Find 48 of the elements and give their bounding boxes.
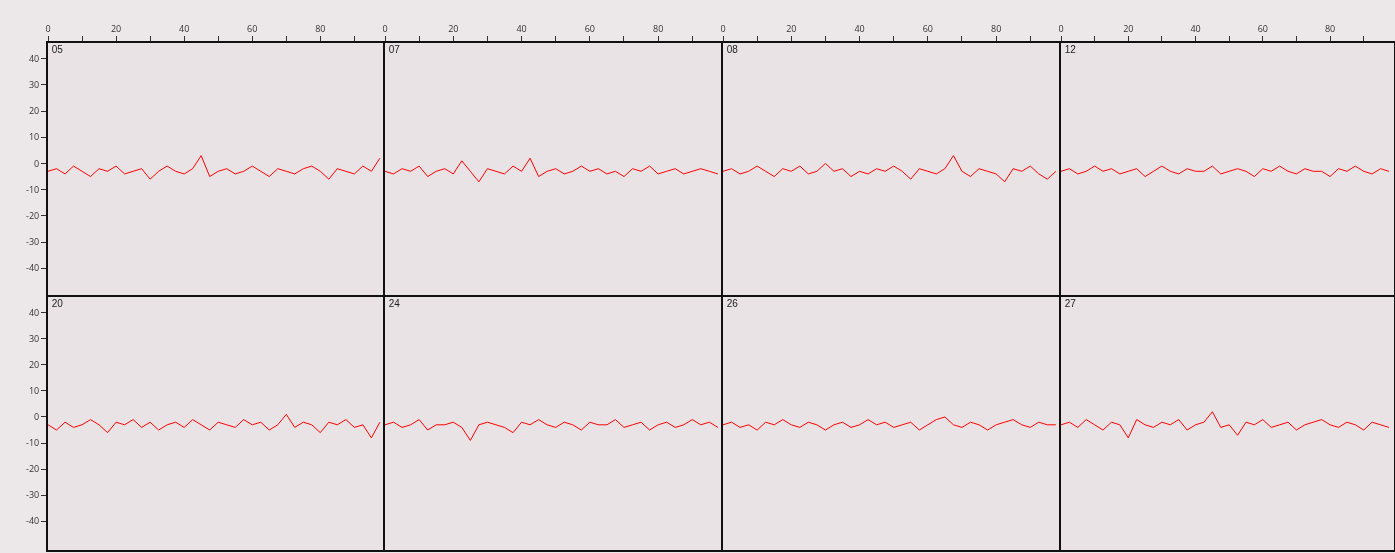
x-tick-label: 40 <box>854 22 865 36</box>
y-tick-label: -20 <box>26 208 40 222</box>
x-tick-label: 40 <box>516 22 527 36</box>
chart-title: 05 <box>51 44 64 56</box>
x-tick-label: 0 <box>720 22 726 36</box>
y-tick-label: -30 <box>26 235 40 249</box>
x-tick-label: 60 <box>1257 22 1268 36</box>
x-tick-label: 40 <box>1190 22 1201 36</box>
y-tick-label: -30 <box>26 488 40 502</box>
chart-title: 07 <box>388 44 401 56</box>
chart-title: 24 <box>388 298 401 310</box>
y-tick-label: 10 <box>28 130 40 144</box>
y-tick-label: 30 <box>28 78 40 92</box>
x-tick-label: 80 <box>652 22 664 36</box>
x-tick-label: 20 <box>786 22 797 36</box>
x-tick-label: 80 <box>990 22 1002 36</box>
y-tick-label: 30 <box>28 331 40 345</box>
x-tick-label: 0 <box>1058 22 1064 36</box>
y-tick-label: -10 <box>26 182 40 196</box>
x-tick-label: 20 <box>1123 22 1134 36</box>
y-tick-label: -10 <box>26 436 40 450</box>
x-tick-label: 60 <box>247 22 258 36</box>
x-tick-label: 40 <box>179 22 190 36</box>
x-tick-label: 20 <box>110 22 122 36</box>
y-tick-label: 40 <box>28 51 40 65</box>
x-tick-label: 80 <box>315 22 326 36</box>
chart-title: 08 <box>726 44 739 56</box>
chart-title: 20 <box>51 298 64 310</box>
x-tick-label: 0 <box>382 22 388 36</box>
y-tick-label: 10 <box>28 384 40 398</box>
x-tick-label: 60 <box>922 22 933 36</box>
y-tick-label: 0 <box>34 410 40 424</box>
x-tick-label: 60 <box>584 22 595 36</box>
y-tick-label: -20 <box>26 462 40 476</box>
chart-title: 27 <box>1064 298 1077 310</box>
line-series <box>48 413 381 439</box>
y-tick-label: -40 <box>26 261 40 275</box>
y-tick-label: 20 <box>28 357 40 371</box>
x-tick-label: 0 <box>45 22 51 36</box>
y-tick-label: -40 <box>26 514 40 528</box>
line-series <box>48 155 381 180</box>
y-tick-label: 20 <box>28 104 40 118</box>
x-tick-label: 80 <box>1324 22 1336 36</box>
chart-title: 26 <box>726 298 739 310</box>
y-tick-label: 0 <box>34 156 40 170</box>
y-tick-label: 40 <box>28 305 40 319</box>
chart-title: 12 <box>1064 44 1077 56</box>
x-tick-label: 20 <box>448 22 459 36</box>
